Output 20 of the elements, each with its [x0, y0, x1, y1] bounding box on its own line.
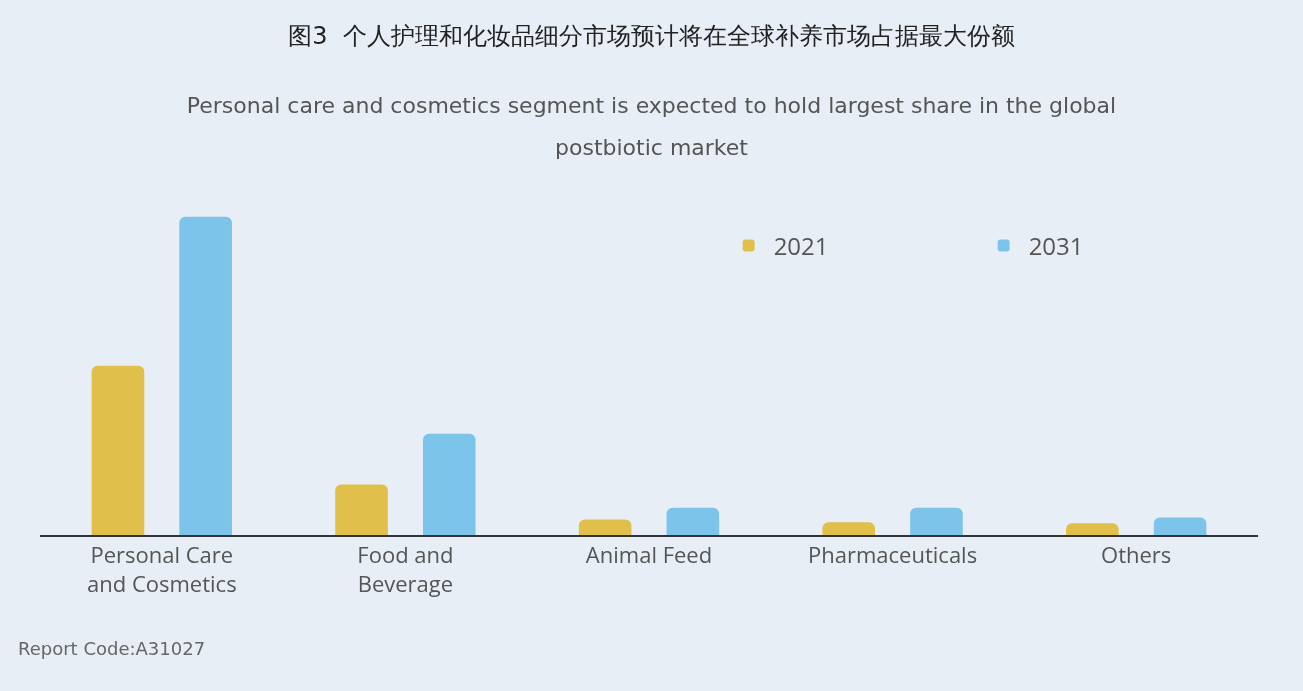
bar — [910, 507, 963, 535]
x-tick-label: Food and Beverage — [357, 539, 454, 598]
x-tick-label: Animal Feed — [585, 539, 713, 570]
legend-label: 2031 — [1028, 228, 1084, 262]
bar — [1066, 523, 1119, 535]
chart-subtitle: Personal care and cosmetics segment is expected to hold largest share in the global postbiotic market — [185, 92, 1118, 162]
bar — [91, 365, 145, 535]
x-tick-label: Others — [1101, 539, 1172, 570]
bar — [1153, 517, 1207, 535]
bar — [822, 522, 876, 535]
text: Report Code:A31027 — [18, 638, 206, 659]
bar — [422, 433, 476, 535]
chart-title: 图3 个人护理和化妆品细分市场预计将在全球补养市场占据最大份额 — [288, 22, 1015, 51]
x-tick-label: Personal Care and Cosmetics — [87, 539, 237, 598]
bar — [578, 519, 632, 535]
bar — [335, 484, 388, 535]
x-tick-label: Pharmaceuticals — [808, 539, 978, 570]
legend-label: 2021 — [773, 228, 829, 262]
bar — [666, 507, 720, 535]
bar — [179, 216, 232, 535]
